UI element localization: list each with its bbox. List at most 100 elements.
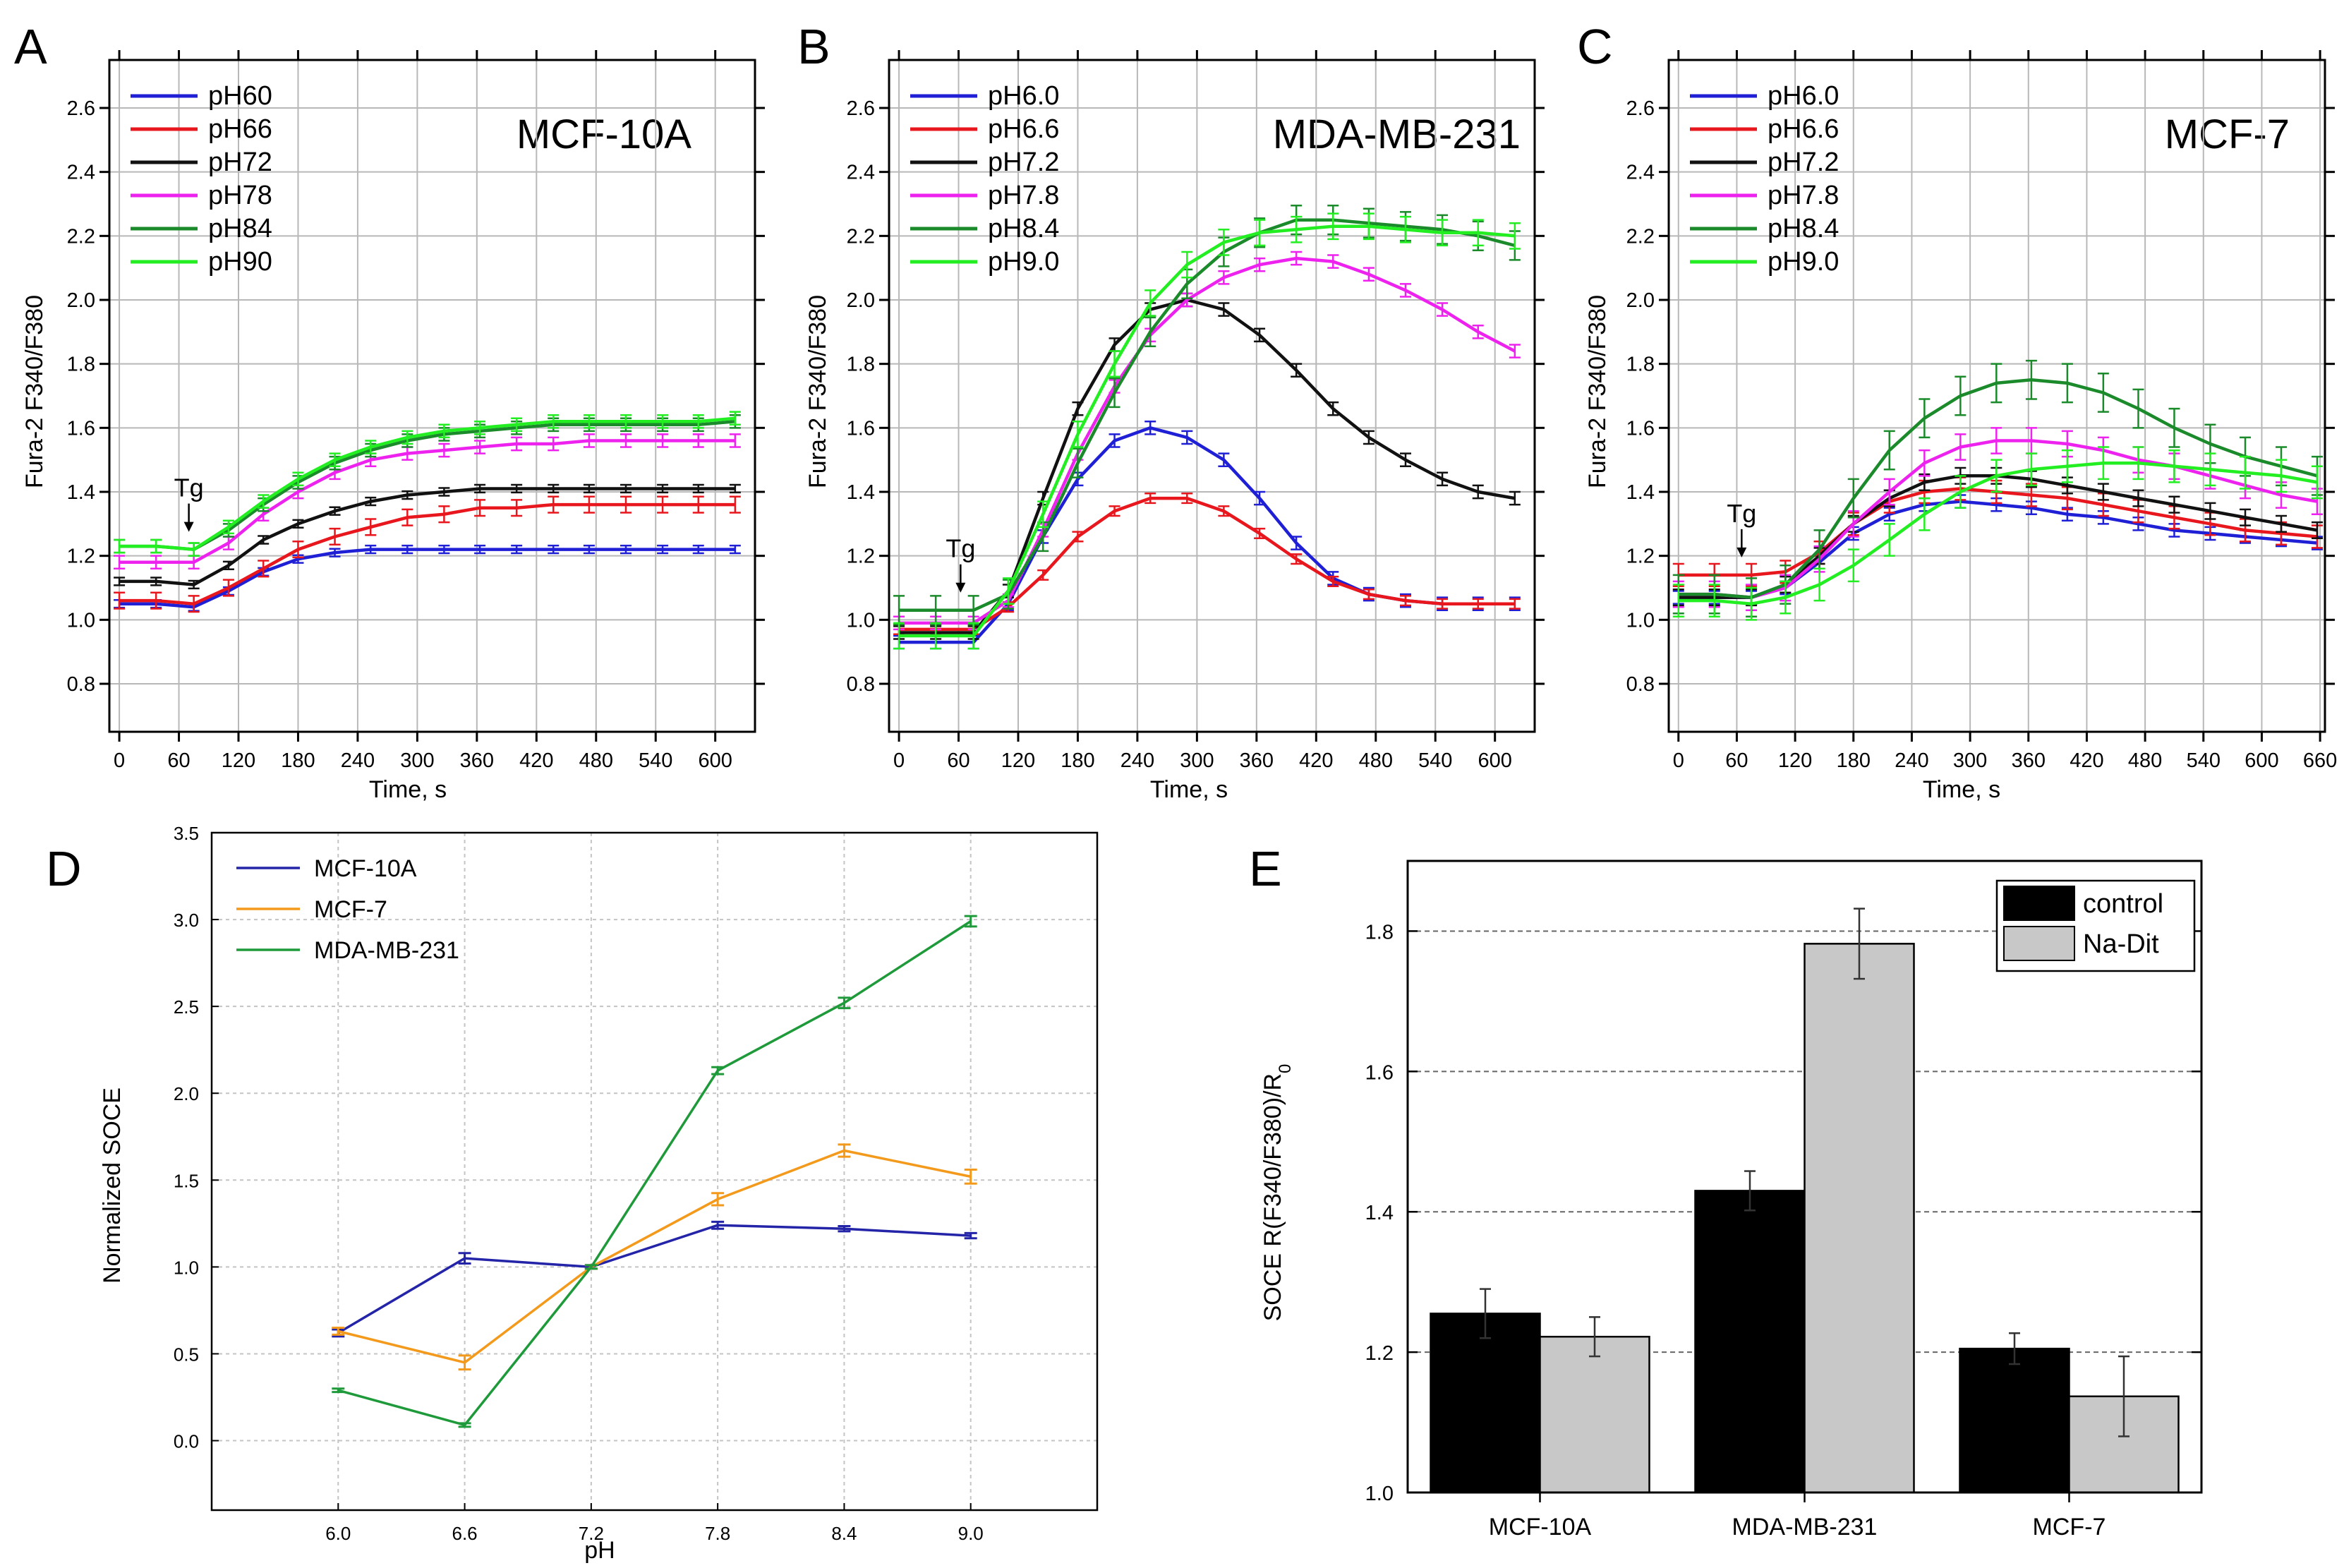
y-tick-label: 0.8 — [67, 673, 95, 696]
legend-label: pH78 — [208, 181, 272, 210]
x-tick-label: 660 — [2303, 749, 2337, 772]
x-tick-label: 8.4 — [831, 1523, 857, 1544]
panel-d-x-axis-title: pH — [584, 1537, 615, 1564]
x-tick-label: 480 — [2128, 749, 2162, 772]
x-tick-label: 120 — [222, 749, 255, 772]
legend-label: pH72 — [208, 147, 272, 177]
y-tick-label: 1.0 — [67, 609, 95, 632]
panel-c-x-axis-title: Time, s — [1923, 776, 2000, 803]
y-tick-label: 1.5 — [174, 1170, 199, 1191]
series-ph90 — [1672, 446, 2323, 621]
series-ph78 — [893, 251, 1521, 631]
x-tick-label: 240 — [1895, 749, 1928, 772]
x-tick-label: 7.8 — [705, 1523, 730, 1544]
y-tick-label: 1.8 — [847, 354, 875, 376]
y-tick-label: 1.2 — [1365, 1342, 1394, 1365]
legend-label: pH9.0 — [1768, 247, 1839, 277]
series-line — [119, 548, 735, 609]
x-tick-label: 480 — [579, 749, 613, 772]
series-mda-mb-231 — [332, 915, 977, 1428]
y-tick-label: 1.4 — [67, 481, 95, 504]
y-tick-label: 2.4 — [847, 162, 875, 184]
y-tick-label: 3.5 — [174, 823, 199, 844]
tg-annotation-label: Tg — [946, 534, 975, 563]
tg-arrow-head — [1736, 547, 1747, 557]
y-tick-label: 0.8 — [1626, 673, 1655, 696]
y-tick-label: 1.8 — [1626, 354, 1655, 376]
series-mcf-7 — [332, 1143, 977, 1371]
x-tick-label: 600 — [698, 749, 732, 772]
series-ph90 — [893, 212, 1521, 650]
panel-e-chart: E SOCE R(F340/F380)/R0 1.0 1.2 1.4 1.6 1.8 MC… — [1249, 841, 2203, 1540]
legend-label: pH60 — [208, 81, 272, 111]
plot-frame — [1667, 59, 2326, 733]
panel-e-y-axis-title-subscript: 0 — [1276, 1064, 1295, 1073]
bar — [1539, 1335, 1650, 1494]
legend-label: pH84 — [208, 214, 272, 243]
x-tick-label: 7.2 — [579, 1523, 604, 1544]
series-line — [899, 224, 1515, 638]
panel-a-chart: A MCF-10A Time, s Fura-2 F340/F380 0 60 12… — [14, 19, 765, 803]
x-tick-label: 60 — [947, 749, 969, 772]
panel-e-y-axis-title-main: SOCE R(F340/F380)/R — [1259, 1073, 1286, 1321]
plot-frame — [888, 59, 1536, 733]
x-tick-label: 0 — [893, 749, 905, 772]
series-line — [899, 496, 1515, 632]
panel-d-chart: D pH Normalized SOCE 6.0 6.6 7.2 7.8 8.4 9.0 0… — [46, 823, 1099, 1564]
y-tick-label: 2.6 — [67, 97, 95, 120]
panel-b-chart: B MDA-MB-231 Time, s Fura-2 F340/F380 0 6… — [797, 19, 1545, 803]
y-tick-label: 1.6 — [847, 417, 875, 440]
x-tick-label: 120 — [1001, 749, 1035, 772]
legend-label: pH7.2 — [1768, 147, 1839, 177]
y-tick-label: 1.4 — [1626, 481, 1655, 504]
plot-frame — [1406, 860, 2203, 1494]
x-tick-label: 300 — [1953, 749, 1987, 772]
tg-annotation-label: Tg — [1727, 499, 1756, 528]
x-tick-label: 540 — [639, 749, 672, 772]
panel-c-title: MCF-7 — [2165, 111, 2290, 157]
panel-c-chart: C MCF-7 Time, s Fura-2 F340/F380 0 60 120 1… — [1577, 19, 2337, 803]
y-tick-label: 3.0 — [174, 910, 199, 931]
legend-label: pH6.6 — [1768, 114, 1839, 144]
series-ph72 — [114, 483, 741, 590]
panel-a-title: MCF-10A — [516, 111, 691, 157]
panel-b-title: MDA-MB-231 — [1273, 111, 1521, 157]
legend-label: pH9.0 — [988, 247, 1059, 277]
x-tick-label: 60 — [1725, 749, 1748, 772]
legend-swatch — [2003, 886, 2075, 921]
y-tick-label: 1.0 — [1626, 609, 1655, 632]
y-tick-label: 2.0 — [174, 1083, 199, 1104]
x-tick-label: 600 — [2245, 749, 2278, 772]
x-tick-label: 180 — [1061, 749, 1094, 772]
panel-a-x-axis-title: Time, s — [369, 776, 447, 803]
plot-frame — [108, 59, 756, 733]
series-line — [337, 920, 972, 1427]
y-tick-label: 2.6 — [1626, 97, 1655, 120]
x-tick-label: 360 — [1240, 749, 1274, 772]
x-tick-label: 420 — [1299, 749, 1333, 772]
bar — [1804, 943, 1915, 1494]
series-ph90 — [114, 411, 741, 557]
x-tick-label: 420 — [2070, 749, 2103, 772]
y-tick-label: 2.0 — [67, 289, 95, 312]
legend-label: MDA-MB-231 — [314, 937, 459, 964]
tg-arrow-head — [955, 582, 966, 593]
y-tick-label: 1.6 — [67, 417, 95, 440]
legend-label: pH7.8 — [1768, 181, 1839, 210]
bar — [1430, 1313, 1541, 1494]
panel-c-letter: C — [1577, 19, 1613, 74]
x-tick-label: 0 — [1673, 749, 1684, 772]
panel-b-letter: B — [797, 19, 830, 74]
series-line — [899, 256, 1516, 625]
tg-annotation-label: Tg — [174, 474, 204, 502]
panel-b-x-axis-title: Time, s — [1150, 776, 1228, 803]
x-tick-label: 480 — [1359, 749, 1393, 772]
series-line — [119, 487, 735, 586]
panel-d-y-axis-title: Normalized SOCE — [99, 1087, 126, 1284]
y-tick-label: 2.6 — [847, 97, 875, 120]
y-tick-label: 1.8 — [67, 354, 95, 376]
x-tick-label: 9.0 — [958, 1523, 984, 1544]
tg-arrow-head — [183, 521, 194, 532]
legend-label: MCF-10A — [314, 855, 417, 882]
